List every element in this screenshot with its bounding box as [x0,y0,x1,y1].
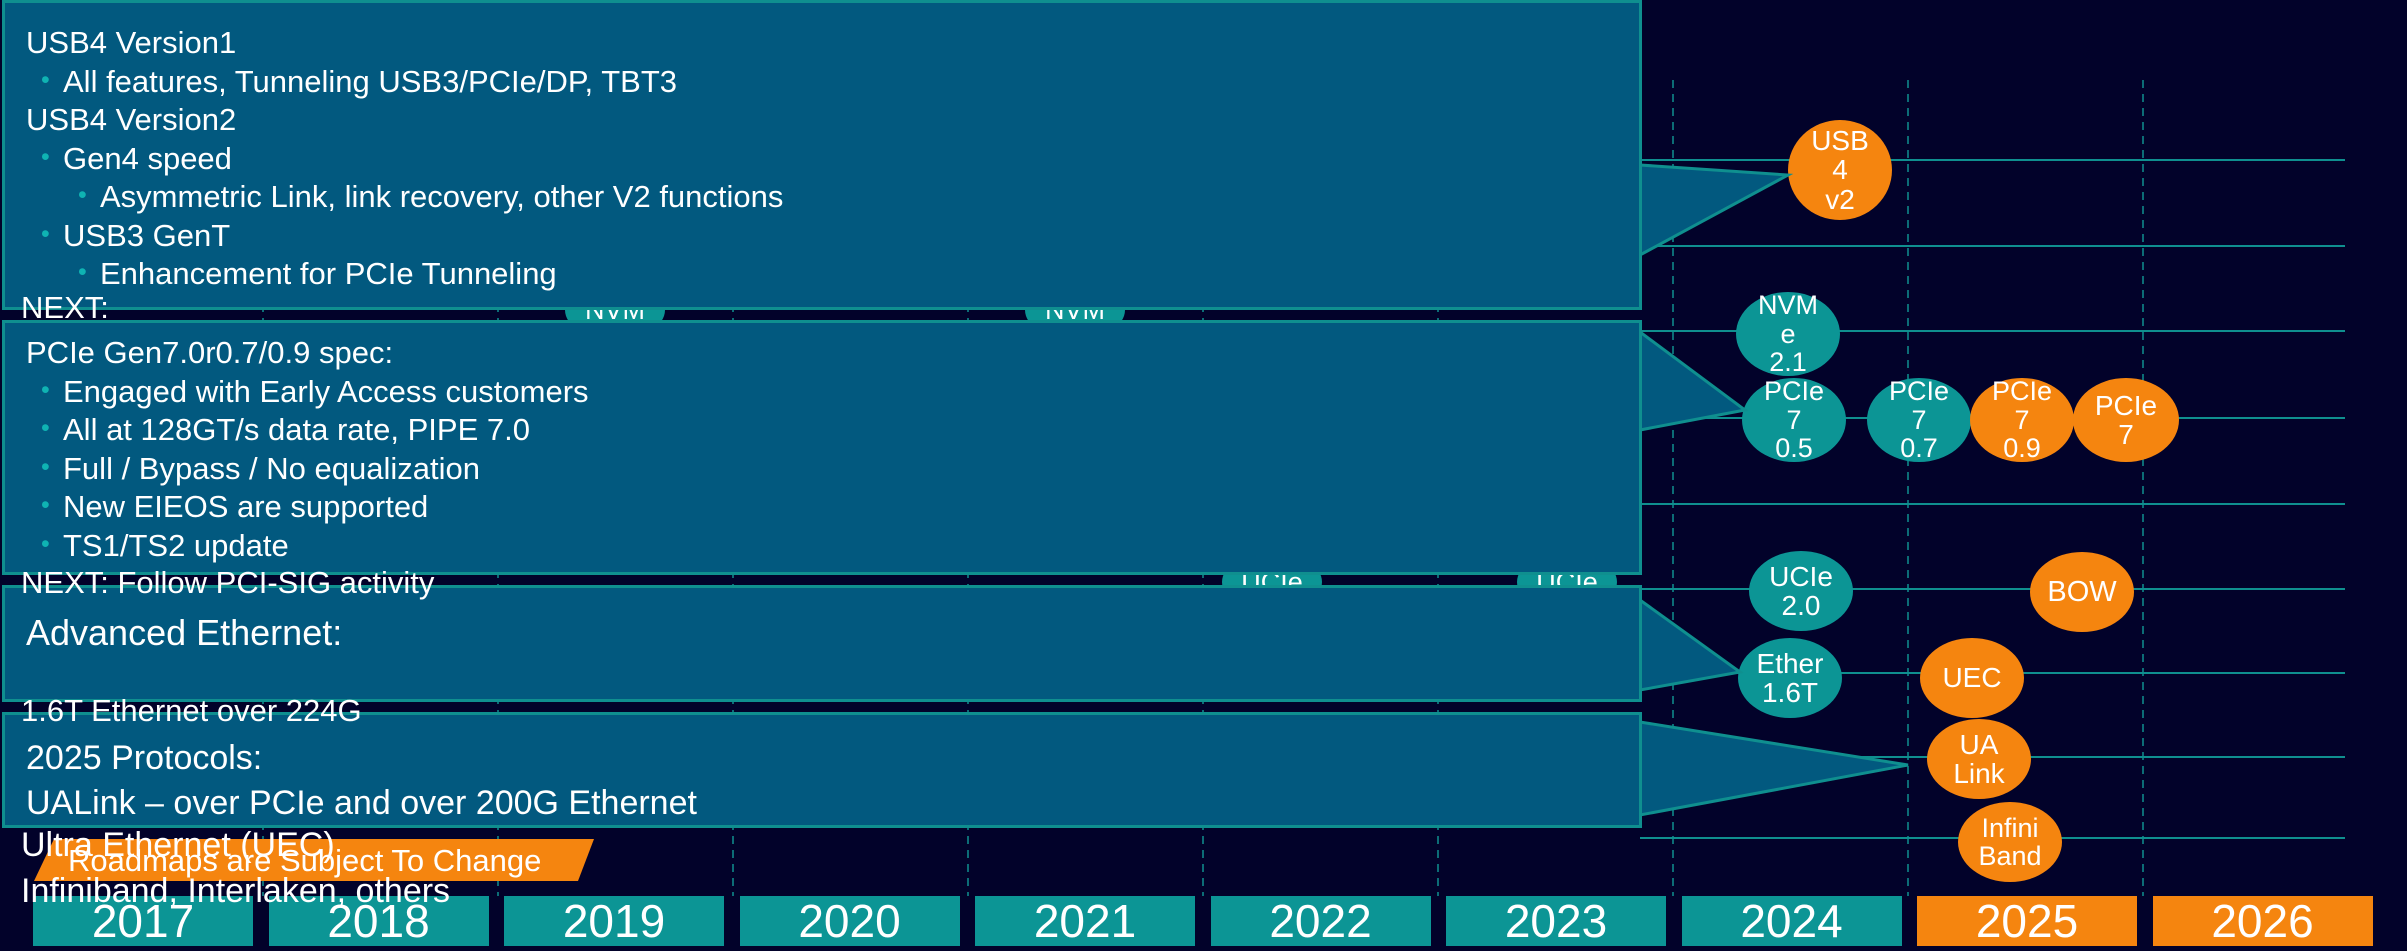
node-label-line: 7 [2014,404,2030,435]
node-label-line: Ether [1756,647,1824,679]
node-label-line: PCIe [1763,376,1825,407]
node-label-line: Infini [1981,812,2039,843]
callout-overflow-text: Infiniband, Interlaken, others [21,872,451,910]
node-label-line: NVM [1758,290,1818,321]
node-label-line: 7 [1911,404,1927,435]
pointer-protocols [1638,720,1909,817]
node-label-line: USB [1811,124,1869,156]
callout-pcie: PCIe Gen7.0r0.7/0.9 spec: • Engaged with E… [2,320,1642,575]
node-label-line: UCIe [1769,560,1833,592]
node-label-line: 7 [2118,419,2134,450]
callout-line: USB4 Version2 [26,102,237,137]
year-cell-2024: 2024 [1681,896,1902,946]
disclaimer-text: Roadmaps are Subject To Change [68,843,542,878]
bullet-icon: • [41,375,50,404]
bullet-icon: • [41,529,50,558]
callout-line: TS1/TS2 update [63,527,289,563]
bullet-icon: • [78,181,87,209]
callout-line: New EIEOS are supported [63,489,429,524]
node-label-line: Band [1978,841,2042,871]
bullet-icon: • [41,414,50,442]
bullet-icon: • [78,258,87,286]
callout-line: USB4 Version1 [26,25,237,60]
callout-line: UALink – over PCIe and over 200G Etherne… [26,784,697,822]
year-cell-2019: 2019 [504,896,724,946]
node-ualink: UA Link [1927,719,2031,799]
callout-line: USB3 GenT [63,217,231,253]
callout-line: Engaged with Early Access customers [63,373,589,409]
node-pcie7-0-9: PCIe 7 0.9 [1970,376,2074,464]
node-label-line: e [1780,318,1796,349]
year-cell-2021: 2021 [975,896,1195,946]
node-infiniband: Infini Band [1958,802,2062,882]
callout-line: 2025 Protocols: [26,739,263,777]
pointer-pcie [1638,329,1749,432]
callout-overflow-text: Ultra Ethernet (UEC) [21,826,335,864]
bullet-icon: • [41,219,50,248]
node-label-line: UA [1959,728,1999,760]
callout-line: Asymmetric Link, link recovery, other V2… [100,179,784,214]
node-pcie7-0-7: PCIe 7 0.7 [1867,376,1971,464]
node-ucie-2-0: UCIe 2.0 [1749,551,1853,631]
callout-overflow-text: NEXT: Follow PCI-SIG activity [21,565,435,600]
bullet-icon: • [41,452,50,481]
callout-line: Enhancement for PCIe Tunneling [100,256,557,291]
disclaimer-banner: Roadmaps are Subject To Change [34,839,594,881]
callout-line: PCIe Gen7.0r0.7/0.9 spec: [26,335,394,370]
node-pcie7: PCIe 7 [2073,378,2179,462]
callout-line: All at 128GT/s data rate, PIPE 7.0 [63,412,530,447]
callout-usb4: USB4 Version1 • All features, Tunneling US… [2,0,1642,310]
callout-overflow-text: NEXT: [21,290,109,325]
year-cell-2026: 2026 [2152,896,2373,946]
year-cell-2023: 2023 [1446,896,1666,946]
callout-line: Gen4 speed [63,140,232,176]
node-ether-1-6t: Ether 1.6T [1738,638,1842,718]
node-usb4-v2: USB 4 v2 [1788,120,1892,220]
pointer-usb4 [1638,163,1794,258]
node-label-line: PCIe [2094,389,2158,421]
bullet-icon: • [41,65,50,94]
node-pcie7-0-5: PCIe 7 0.5 [1742,376,1846,464]
node-label-line: 0.5 [1775,433,1813,464]
node-label-line: 0.7 [1900,433,1938,464]
year-cell-2020: 2020 [739,896,960,946]
node-label-line: 2.1 [1769,347,1807,378]
callout-overflow-text: 1.6T Ethernet over 224G [21,693,362,728]
node-uec: UEC [1920,638,2024,718]
callout-protocols: 2025 Protocols: UALink – over PCIe and ov… [2,712,1642,828]
node-label-line: 7 [1786,404,1802,435]
callout-ethernet: Advanced Ethernet: [2,585,1642,702]
node-label-line: PCIe [1888,376,1950,407]
bullet-icon: • [41,491,50,519]
callout-line: Full / Bypass / No equalization [63,450,480,486]
node-label-line: BOW [2047,575,2117,608]
node-bow: BOW [2030,552,2134,632]
node-label-line: v2 [1825,183,1855,215]
node-label-line: 4 [1832,154,1848,186]
node-label-line: UEC [1942,662,2002,694]
node-label-line: 0.9 [2003,433,2041,464]
year-cell-2022: 2022 [1210,896,1431,946]
node-label-line: Link [1953,758,2005,789]
bullet-icon: • [41,142,50,171]
year-cell-2018: 2018 [268,896,489,946]
callout-line: Advanced Ethernet: [26,612,343,653]
year-cell-2025: 2025 [1917,896,2137,946]
node-label-line: 1.6T [1761,677,1819,708]
pointer-ethernet [1638,597,1744,692]
callout-line: All features, Tunneling USB3/PCIe/DP, TB… [63,63,678,99]
year-cell-2017: 2017 [33,896,253,946]
node-nvme-2-1: NVM e 2.1 [1736,290,1840,378]
node-label-line: 2.0 [1781,590,1821,621]
node-label-line: PCIe [1991,376,2053,407]
